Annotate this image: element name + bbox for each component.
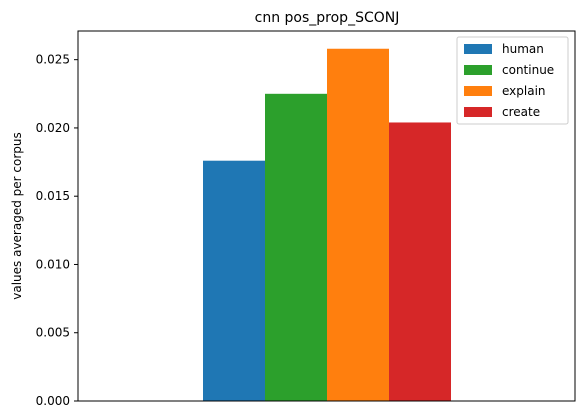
chart-title: cnn pos_prop_SCONJ xyxy=(255,10,400,26)
y-ticks-layer: 0.000 0.005 0.010 0.015 0.020 0.025 xyxy=(36,53,78,408)
bar-explain xyxy=(327,48,389,401)
y-tick-label: 0.015 xyxy=(36,189,70,203)
legend-swatch-human xyxy=(464,44,492,54)
y-tick-label: 0.005 xyxy=(36,326,70,340)
legend-swatch-create xyxy=(464,107,492,117)
legend: human continue explain create xyxy=(456,36,569,125)
y-tick-label: 0.020 xyxy=(36,121,70,135)
legend-label-human: human xyxy=(502,42,544,56)
legend-label-explain: explain xyxy=(502,84,546,98)
y-tick-label: 0.000 xyxy=(36,394,70,408)
bar-human xyxy=(203,160,265,401)
plot-frame xyxy=(77,30,576,402)
legend-swatch-continue xyxy=(464,65,492,75)
legend-label-continue: continue xyxy=(502,63,554,77)
y-axis-title: values averaged per corpus xyxy=(10,132,24,300)
y-tick-label: 0.025 xyxy=(36,53,70,67)
y-tick-label: 0.010 xyxy=(36,257,70,271)
legend-box xyxy=(456,36,569,125)
bar-create xyxy=(389,122,451,401)
legend-swatch-explain xyxy=(464,86,492,96)
bar-continue xyxy=(265,93,327,401)
legend-label-create: create xyxy=(502,105,540,119)
bars-layer xyxy=(203,48,451,401)
